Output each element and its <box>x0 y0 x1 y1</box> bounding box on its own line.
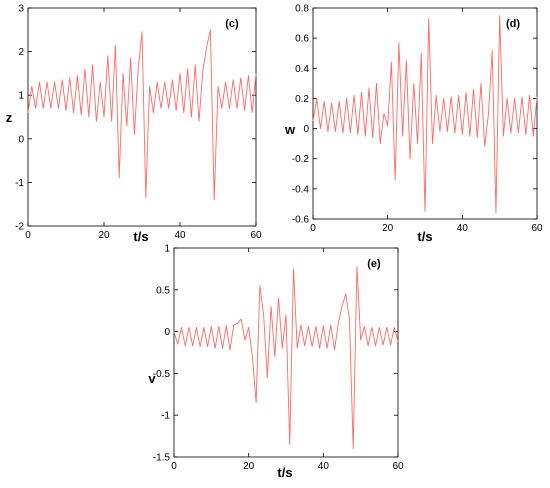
y-axis-label: z <box>6 110 13 125</box>
series-line-0 <box>312 15 538 214</box>
x-axis-label: t/s <box>417 229 432 244</box>
y-tick-label: 0.8 <box>295 4 309 15</box>
y-tick-label: 0 <box>164 327 170 338</box>
plot-frame <box>173 247 399 458</box>
panel-label: (c) <box>225 18 239 30</box>
x-tick-label: 0 <box>25 230 31 241</box>
y-tick-label: 0.4 <box>295 64 309 75</box>
x-tick-label: 60 <box>392 461 404 472</box>
x-tick-label: 40 <box>318 461 330 472</box>
x-tick-label: 0 <box>310 223 316 234</box>
plot-frame <box>312 7 538 220</box>
y-tick-label: 0.2 <box>295 94 309 105</box>
y-tick-label: 3 <box>18 4 24 15</box>
plot-frame <box>27 7 257 227</box>
y-tick-label: 1 <box>164 244 170 255</box>
x-axis-label: t/s <box>277 465 292 480</box>
panel-1: 0 20 40 60 -0.6 -0.4 -0.2 0 0.2 0.4 0.6 0.8 t/s w (d) <box>284 4 543 245</box>
x-tick-label: 20 <box>243 461 255 472</box>
panel-label: (e) <box>367 258 381 270</box>
y-axis-label: v <box>148 371 156 386</box>
y-tick-label: 0 <box>303 124 309 135</box>
y-tick-label: -0.2 <box>292 154 310 165</box>
x-tick-label: 0 <box>171 461 177 472</box>
y-tick-label: 0 <box>18 134 24 145</box>
y-tick-label: 1 <box>18 91 24 102</box>
series-line-0 <box>27 29 257 201</box>
y-tick-label: -0.6 <box>292 215 310 226</box>
y-tick-label: -0.4 <box>292 184 310 195</box>
series-line-0 <box>173 265 399 450</box>
panel-0: 0 20 40 60 -2 -1 0 1 2 3 t/s z (c) <box>6 4 262 245</box>
x-tick-label: 60 <box>250 230 262 241</box>
x-tick-label: 60 <box>531 223 543 234</box>
x-axis-label: t/s <box>133 229 148 244</box>
x-tick-label: 40 <box>174 230 186 241</box>
y-tick-label: -0.5 <box>153 369 171 380</box>
y-tick-label: -1 <box>15 178 24 189</box>
y-axis-label: w <box>284 122 296 137</box>
y-tick-label: -1 <box>161 411 170 422</box>
y-tick-label: -1.5 <box>153 453 171 464</box>
y-tick-label: 0.5 <box>156 285 170 296</box>
x-tick-label: 20 <box>382 223 394 234</box>
y-tick-label: 2 <box>18 47 24 58</box>
panel-2: 0 20 40 60 -1.5 -1 -0.5 0 0.5 1 t/s v (e) <box>148 244 404 481</box>
x-tick-label: 40 <box>457 223 469 234</box>
x-tick-label: 20 <box>98 230 110 241</box>
panel-label: (d) <box>506 18 520 30</box>
y-tick-label: -2 <box>15 222 24 233</box>
y-tick-label: 0.6 <box>295 34 309 45</box>
